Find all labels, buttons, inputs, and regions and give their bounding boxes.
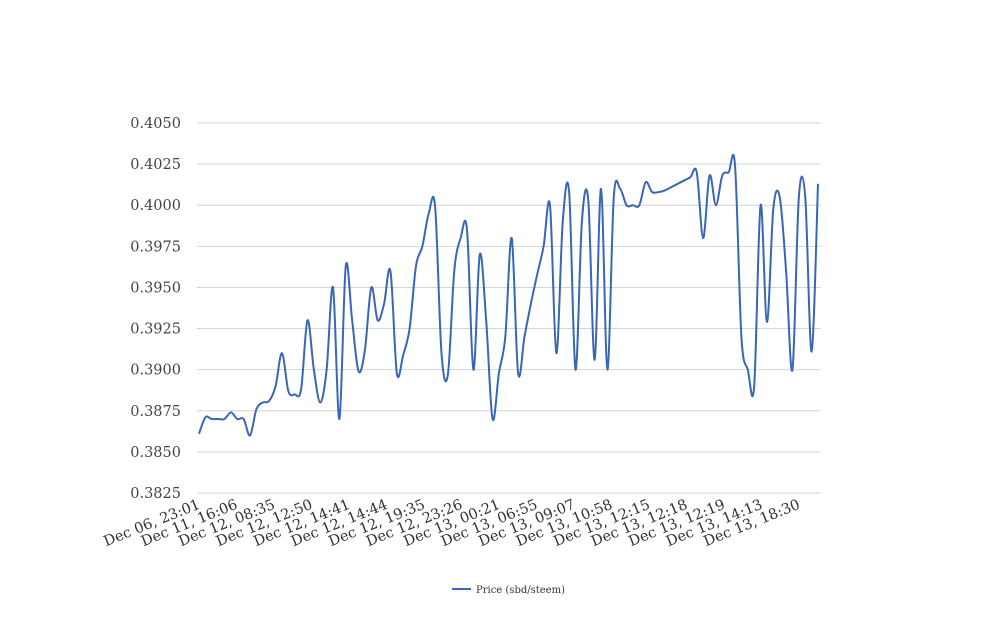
y-tick-label: 0.3950 (130, 280, 181, 296)
y-tick-label: 0.4050 (130, 116, 181, 132)
y-tick-label: 0.3825 (130, 486, 181, 502)
legend-label: Price (sbd/steem) (476, 585, 565, 596)
series-layer (198, 153, 819, 437)
legend: Price (sbd/steem) (452, 585, 565, 596)
series-line (198, 153, 819, 437)
y-tick-label: 0.4000 (130, 198, 181, 214)
y-tick-label: 0.3850 (130, 445, 181, 461)
y-tick-label: 0.3975 (130, 239, 181, 255)
gridlines (197, 122, 821, 494)
y-tick-label: 0.4025 (130, 157, 181, 173)
y-axis-ticks: 0.3825 0.3850 0.3875 0.3900 0.3925 0.3950 0.39… (130, 116, 181, 502)
y-tick-label: 0.3875 (130, 404, 181, 420)
y-tick-label: 0.3925 (130, 322, 181, 338)
y-tick-label: 0.3900 (130, 363, 181, 379)
